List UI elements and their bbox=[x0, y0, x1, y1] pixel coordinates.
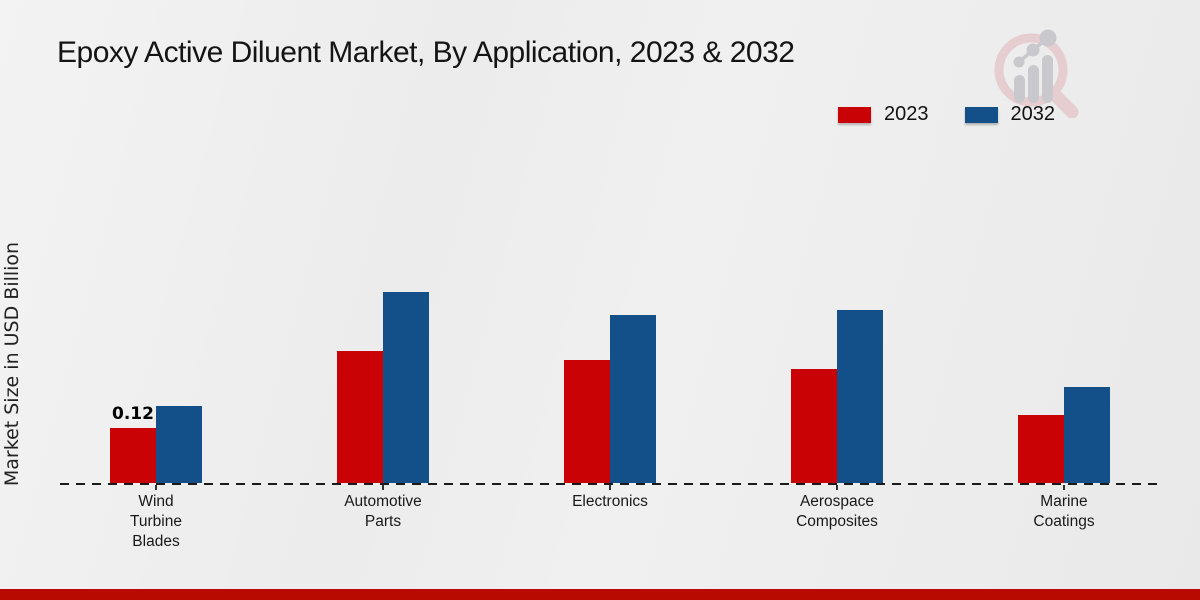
bar-2032-marine-coatings bbox=[1064, 387, 1110, 483]
x-axis-baseline bbox=[60, 483, 1160, 485]
bar-2032-aerospace-composites bbox=[837, 310, 883, 483]
x-axis-tick bbox=[836, 485, 838, 490]
legend-label: 2023 bbox=[884, 103, 929, 125]
legend-item-2023: 2023 bbox=[838, 103, 929, 126]
x-axis-tick bbox=[609, 485, 611, 490]
chart-title: Epoxy Active Diluent Market, By Applicat… bbox=[57, 36, 795, 69]
category-label-aerospace-composites: Aerospace Composites bbox=[796, 493, 878, 530]
x-axis-tick bbox=[382, 485, 384, 490]
bar-2023-electronics bbox=[564, 360, 610, 483]
legend-swatch-2032 bbox=[964, 106, 998, 123]
category-label-electronics: Electronics bbox=[572, 493, 648, 510]
footer-accent-bar bbox=[0, 589, 1200, 600]
category-label-marine-coatings: Marine Coatings bbox=[1033, 493, 1095, 530]
category-label-automotive-parts: Automotive Parts bbox=[344, 493, 422, 530]
legend: 2023 2032 bbox=[838, 103, 1055, 126]
category-label-wind-turbine-blades: Wind Turbine Blades bbox=[130, 493, 182, 550]
bar-2032-electronics bbox=[610, 315, 656, 483]
x-axis-tick bbox=[155, 485, 157, 490]
bar-2023-automotive-parts bbox=[337, 351, 383, 483]
legend-swatch-2023 bbox=[838, 106, 871, 123]
bar-2032-automotive-parts bbox=[383, 292, 429, 483]
x-axis-tick bbox=[1063, 485, 1065, 490]
bar-2023-marine-coatings bbox=[1018, 415, 1064, 483]
bar-2023-aerospace-composites bbox=[791, 369, 837, 483]
legend-item-2032: 2032 bbox=[964, 103, 1056, 126]
data-label-2023: 0.12 bbox=[112, 404, 154, 424]
bar-2032-wind-turbine-blades bbox=[156, 406, 202, 483]
legend-label: 2032 bbox=[1010, 103, 1056, 125]
bar-2023-wind-turbine-blades bbox=[110, 428, 156, 483]
market-research-magnifier-logo-icon bbox=[994, 29, 1079, 118]
